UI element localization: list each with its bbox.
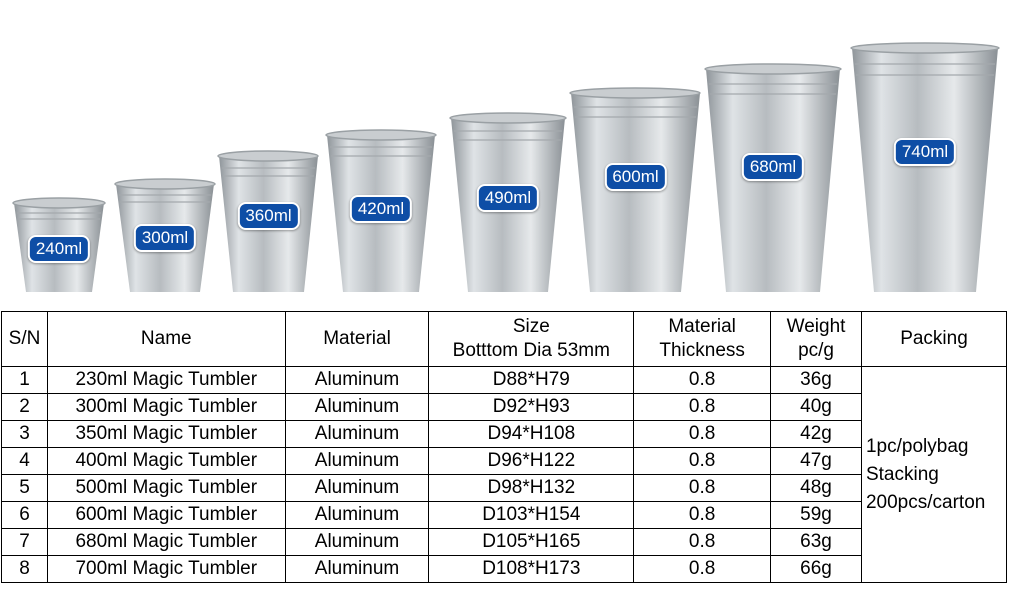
cell-material: Aluminum <box>284 366 430 394</box>
cell-material: Aluminum <box>284 474 430 502</box>
cell-material: Aluminum <box>284 501 430 529</box>
cell-weight: 48g <box>770 474 862 502</box>
cell-name: 700ml Magic Tumbler <box>46 555 286 583</box>
cup-240ml: 240ml <box>12 197 106 292</box>
table-row: 8 700ml Magic Tumbler Aluminum D108*H173… <box>1 555 1007 583</box>
cell-material: Aluminum <box>284 420 430 448</box>
table-row: 7 680ml Magic Tumbler Aluminum D105*H165… <box>1 528 1007 556</box>
cell-weight: 40g <box>770 393 862 421</box>
header-weight-line2: pc/g <box>798 340 834 361</box>
tumbler-image <box>569 87 701 292</box>
cell-name: 230ml Magic Tumbler <box>46 366 286 394</box>
cell-thickness: 0.8 <box>633 393 772 421</box>
cell-size: D94*H108 <box>428 420 635 448</box>
cell-sn: 1 <box>1 366 48 394</box>
spec-table: S/N Name Material Size Botttom Dia 53mm … <box>1 311 1008 583</box>
cell-sn: 3 <box>1 420 48 448</box>
capacity-badge: 490ml <box>476 184 540 212</box>
cell-thickness: 0.8 <box>633 447 772 475</box>
cell-size: D108*H173 <box>428 555 635 583</box>
cell-weight: 36g <box>770 366 862 394</box>
header-weight-line1: Weight <box>786 316 846 337</box>
cell-name: 680ml Magic Tumbler <box>46 528 286 556</box>
cell-name: 500ml Magic Tumbler <box>46 474 286 502</box>
cell-name: 600ml Magic Tumbler <box>46 501 286 529</box>
packing-line3: 200pcs/carton <box>865 491 986 513</box>
header-size-line2: Botttom Dia 53mm <box>452 340 610 361</box>
cup-490ml: 490ml <box>449 112 567 292</box>
cell-size: D92*H93 <box>428 393 635 421</box>
cup-600ml: 600ml <box>569 87 702 292</box>
cell-packing: 1pc/polybag Stacking 200pcs/carton <box>860 366 1008 583</box>
cell-name: 350ml Magic Tumbler <box>46 420 286 448</box>
table-row: 1 230ml Magic Tumbler Aluminum D88*H79 0… <box>1 366 1008 583</box>
cell-thickness: 0.8 <box>633 501 772 529</box>
packing-line2: Stacking <box>865 463 939 485</box>
cell-size: D98*H132 <box>428 474 635 502</box>
cup-680ml: 680ml <box>704 63 842 292</box>
cup-420ml: 420ml <box>325 129 437 292</box>
table-row: 3 350ml Magic Tumbler Aluminum D94*H108 … <box>1 420 1007 448</box>
header-packing: Packing <box>860 311 1008 367</box>
table-body: 1 230ml Magic Tumbler Aluminum D88*H79 0… <box>1 366 1008 583</box>
cell-material: Aluminum <box>284 447 430 475</box>
cell-sn: 5 <box>1 474 48 502</box>
cell-size: D88*H79 <box>428 366 635 394</box>
table-row: 5 500ml Magic Tumbler Aluminum D98*H132 … <box>1 474 1007 502</box>
cell-sn: 8 <box>1 555 48 583</box>
packing-line1: 1pc/polybag <box>865 435 969 457</box>
cell-thickness: 0.8 <box>633 474 772 502</box>
capacity-badge: 600ml <box>604 163 667 191</box>
cell-sn: 4 <box>1 447 48 475</box>
header-size-line1: Size <box>512 316 550 337</box>
header-material: Material <box>284 311 430 367</box>
header-thickness-line2: Thickness <box>659 340 745 361</box>
cell-weight: 63g <box>770 528 862 556</box>
header-sn: S/N <box>1 311 48 367</box>
cup-360ml: 360ml <box>217 150 320 292</box>
capacity-badge: 680ml <box>741 153 805 181</box>
cell-weight: 42g <box>770 420 862 448</box>
table-row: 4 400ml Magic Tumbler Aluminum D96*H122 … <box>1 447 1007 475</box>
cell-material: Aluminum <box>284 393 430 421</box>
cell-sn: 2 <box>1 393 48 421</box>
tumbler-image <box>850 42 1000 292</box>
capacity-badge: 300ml <box>133 224 197 252</box>
cup-740ml: 740ml <box>850 42 1000 292</box>
header-thickness: Material Thickness <box>633 311 772 367</box>
cell-name: 400ml Magic Tumbler <box>46 447 286 475</box>
cell-sn: 7 <box>1 528 48 556</box>
table-row: 6 600ml Magic Tumbler Aluminum D103*H154… <box>1 501 1007 529</box>
capacity-badge: 740ml <box>893 138 957 166</box>
cell-size: D103*H154 <box>428 501 635 529</box>
cell-material: Aluminum <box>284 528 430 556</box>
header-name: Name <box>46 311 286 367</box>
header-weight: Weight pc/g <box>770 311 862 367</box>
cell-size: D96*H122 <box>428 447 635 475</box>
capacity-badge: 240ml <box>27 235 91 263</box>
cell-thickness: 0.8 <box>633 555 772 583</box>
header-size: Size Botttom Dia 53mm <box>428 311 635 367</box>
capacity-badge: 420ml <box>349 195 413 223</box>
cell-weight: 59g <box>770 501 862 529</box>
cup-300ml: 300ml <box>114 178 216 292</box>
cell-weight: 66g <box>770 555 862 583</box>
cell-thickness: 0.8 <box>633 420 772 448</box>
cell-size: D105*H165 <box>428 528 635 556</box>
cell-material: Aluminum <box>284 555 430 583</box>
capacity-badge: 360ml <box>237 202 300 230</box>
cell-thickness: 0.8 <box>633 366 772 394</box>
cell-weight: 47g <box>770 447 862 475</box>
cup-lineup: 240ml 300ml 360ml 420ml <box>12 42 1000 292</box>
table-row: 2 300ml Magic Tumbler Aluminum D92*H93 0… <box>1 393 1007 421</box>
cell-sn: 6 <box>1 501 48 529</box>
header-thickness-line1: Material <box>668 316 736 337</box>
cell-name: 300ml Magic Tumbler <box>46 393 286 421</box>
table-header-row: S/N Name Material Size Botttom Dia 53mm … <box>1 311 1008 367</box>
cell-thickness: 0.8 <box>633 528 772 556</box>
